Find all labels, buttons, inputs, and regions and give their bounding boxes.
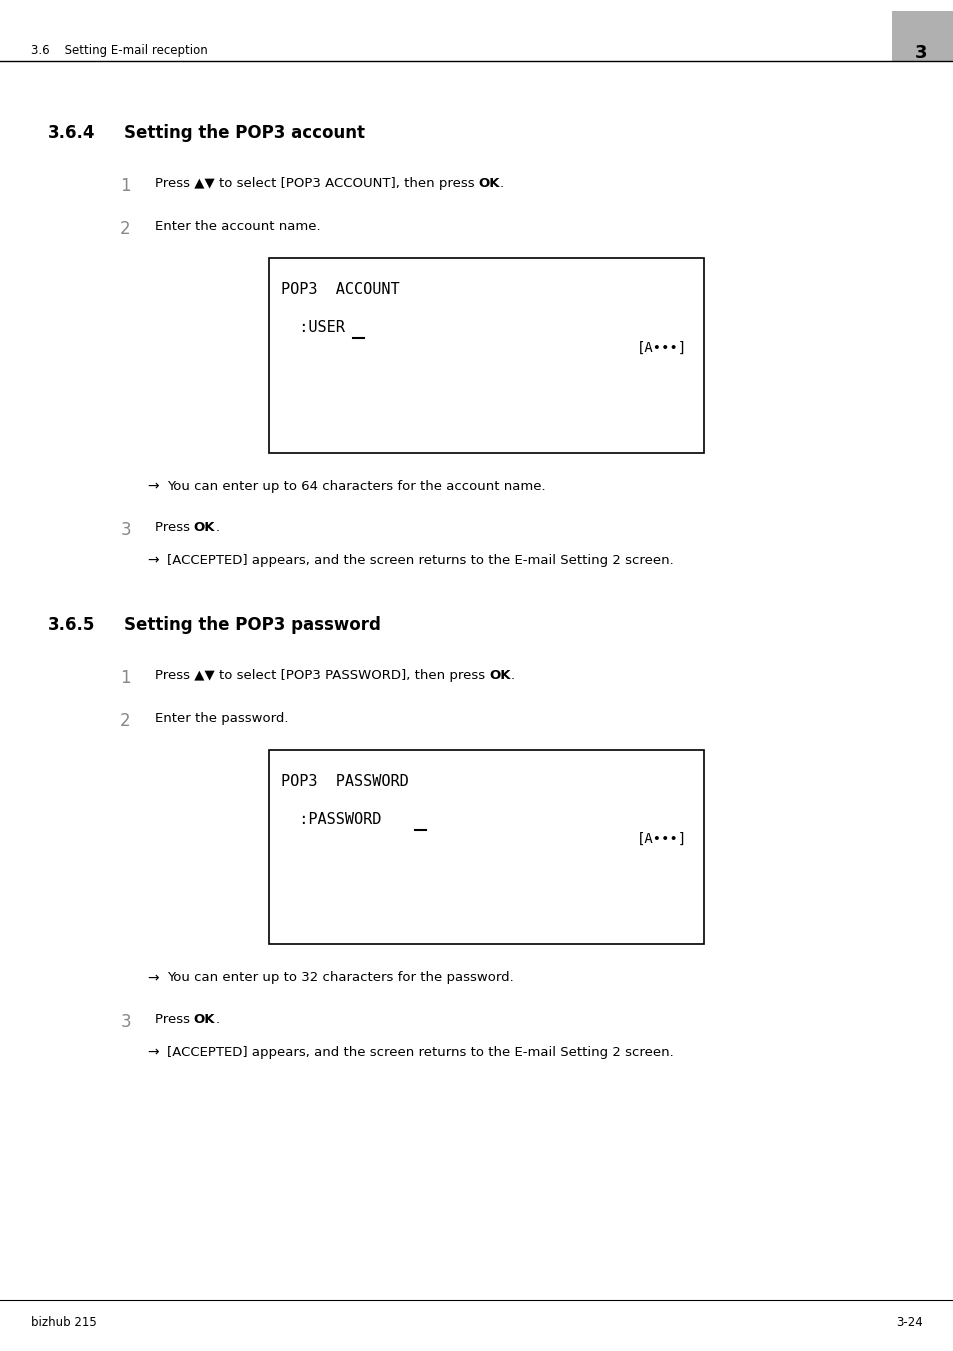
Text: .: . bbox=[499, 177, 503, 190]
Text: You can enter up to 32 characters for the password.: You can enter up to 32 characters for th… bbox=[167, 971, 513, 985]
Text: Press: Press bbox=[154, 1013, 193, 1027]
Text: →: → bbox=[147, 1046, 158, 1059]
Text: [ACCEPTED] appears, and the screen returns to the E-mail Setting 2 screen.: [ACCEPTED] appears, and the screen retur… bbox=[167, 554, 673, 567]
Text: →: → bbox=[147, 480, 158, 493]
Text: 3: 3 bbox=[120, 521, 131, 539]
FancyBboxPatch shape bbox=[269, 750, 703, 944]
Text: OK: OK bbox=[488, 669, 510, 682]
Text: OK: OK bbox=[193, 521, 215, 535]
Text: 1: 1 bbox=[120, 669, 131, 686]
Text: .: . bbox=[510, 669, 514, 682]
Text: 3.6.5: 3.6.5 bbox=[48, 616, 95, 634]
Text: 2: 2 bbox=[120, 712, 131, 730]
Text: Setting the POP3 password: Setting the POP3 password bbox=[124, 616, 380, 634]
Text: 2: 2 bbox=[120, 220, 131, 238]
Text: [A•••]: [A•••] bbox=[636, 340, 686, 354]
Text: :USER: :USER bbox=[281, 320, 345, 335]
Text: Enter the password.: Enter the password. bbox=[154, 712, 288, 725]
FancyBboxPatch shape bbox=[269, 258, 703, 453]
FancyBboxPatch shape bbox=[891, 11, 953, 62]
Text: OK: OK bbox=[477, 177, 499, 190]
Text: OK: OK bbox=[193, 1013, 215, 1027]
Text: Press ▲▼ to select [POP3 PASSWORD], then press: Press ▲▼ to select [POP3 PASSWORD], then… bbox=[154, 669, 488, 682]
Text: 3.6    Setting E-mail reception: 3.6 Setting E-mail reception bbox=[31, 45, 208, 57]
Text: .: . bbox=[215, 521, 219, 535]
Text: :PASSWORD: :PASSWORD bbox=[281, 812, 381, 827]
Text: Press ▲▼ to select [POP3 ACCOUNT], then press: Press ▲▼ to select [POP3 ACCOUNT], then … bbox=[154, 177, 477, 190]
Text: Enter the account name.: Enter the account name. bbox=[154, 220, 320, 234]
Text: →: → bbox=[147, 554, 158, 567]
Text: Setting the POP3 account: Setting the POP3 account bbox=[124, 124, 365, 142]
Text: 3-24: 3-24 bbox=[895, 1316, 922, 1329]
Text: 3: 3 bbox=[120, 1013, 131, 1031]
Text: [ACCEPTED] appears, and the screen returns to the E-mail Setting 2 screen.: [ACCEPTED] appears, and the screen retur… bbox=[167, 1046, 673, 1059]
Text: .: . bbox=[215, 1013, 219, 1027]
Text: POP3  PASSWORD: POP3 PASSWORD bbox=[281, 774, 409, 789]
Text: 1: 1 bbox=[120, 177, 131, 195]
Text: [A•••]: [A•••] bbox=[636, 832, 686, 846]
Text: POP3  ACCOUNT: POP3 ACCOUNT bbox=[281, 282, 399, 297]
Text: 3.6.4: 3.6.4 bbox=[48, 124, 95, 142]
Text: bizhub 215: bizhub 215 bbox=[31, 1316, 97, 1329]
Text: You can enter up to 64 characters for the account name.: You can enter up to 64 characters for th… bbox=[167, 480, 545, 493]
Text: →: → bbox=[147, 971, 158, 985]
Text: 3: 3 bbox=[913, 45, 926, 62]
Text: Press: Press bbox=[154, 521, 193, 535]
